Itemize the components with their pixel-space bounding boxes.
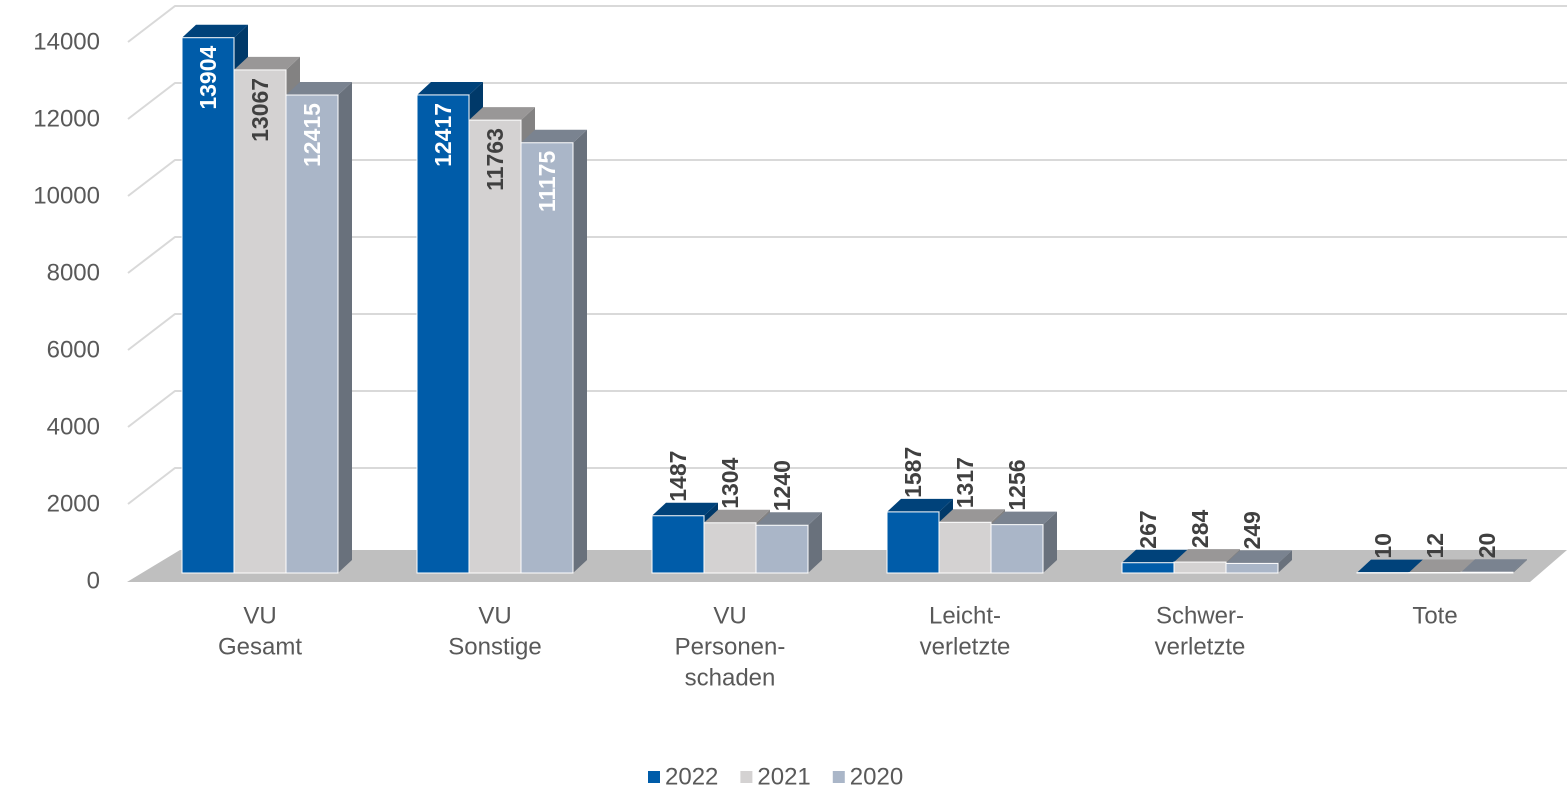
bar-front (285, 94, 339, 574)
value-label: 1317 (952, 457, 978, 508)
bar-side (1043, 511, 1057, 573)
bar-side (808, 512, 822, 573)
value-label: 1304 (717, 457, 743, 508)
bar-top (1357, 559, 1423, 573)
x-tick-label: Gesamt (218, 633, 302, 660)
bar-side (338, 82, 352, 574)
bar-front (181, 37, 235, 574)
bar-top (756, 512, 822, 526)
value-label: 12 (1422, 533, 1448, 559)
bar (755, 512, 822, 574)
bar-side (1513, 559, 1527, 573)
bar-front (755, 524, 809, 574)
value-label: 11763 (482, 128, 508, 191)
bar-front (990, 524, 1044, 574)
legend-swatch (648, 771, 660, 783)
grid-line (127, 467, 1567, 505)
value-label: 13067 (247, 78, 273, 142)
bar (285, 82, 352, 574)
x-tick-label: VU (478, 602, 511, 629)
x-tick-label: VU (243, 602, 276, 629)
bar-top (469, 107, 535, 121)
bar-top (887, 498, 953, 512)
bar-front (1460, 571, 1514, 574)
bar-front (1225, 562, 1279, 574)
bar-top (417, 81, 483, 95)
bar (1460, 559, 1527, 574)
x-tick-label: Personen- (675, 633, 786, 660)
grid-line (127, 236, 1567, 274)
legend-label: 2021 (757, 763, 810, 790)
value-label: 11175 (534, 151, 560, 213)
value-label: 20 (1474, 533, 1500, 559)
value-label: 249 (1239, 511, 1265, 549)
x-tick-label: Schwer- (1156, 602, 1244, 629)
x-tick-label: Leicht- (929, 602, 1001, 629)
value-label: 13904 (195, 45, 221, 109)
value-label: 1256 (1004, 459, 1030, 510)
bar-top (521, 129, 587, 143)
bar (1225, 550, 1292, 574)
bar-front (938, 521, 992, 574)
bar-front (1121, 562, 1175, 574)
grid-line (127, 313, 1567, 351)
legend-swatch (740, 771, 753, 783)
value-label: 10 (1370, 533, 1396, 559)
value-label: 12417 (430, 103, 456, 167)
bar-side (573, 129, 587, 573)
y-tick-label: 6000 (47, 336, 100, 363)
value-label: 12415 (299, 103, 325, 167)
value-label: 1587 (900, 447, 926, 498)
legend-label: 2022 (665, 763, 718, 790)
bar-top (704, 509, 770, 523)
x-tick-label: Tote (1412, 602, 1457, 629)
y-tick-label: 0 (87, 567, 100, 594)
bar-top (1409, 559, 1475, 573)
bar-front (651, 515, 705, 574)
grid-line (127, 390, 1567, 428)
y-tick-label: 2000 (47, 490, 100, 517)
x-tick-label: schaden (685, 664, 776, 691)
y-tick-label: 4000 (47, 413, 100, 440)
y-tick-label: 8000 (47, 259, 100, 286)
bar-front (1173, 561, 1227, 574)
bar-top (652, 502, 718, 516)
bar-front (416, 94, 470, 574)
y-tick-label: 10000 (33, 182, 100, 209)
bar-top (182, 24, 248, 38)
value-label: 267 (1135, 510, 1161, 548)
bar-top (991, 511, 1057, 525)
legend-swatch (832, 771, 845, 783)
bar-front (468, 119, 522, 574)
x-tick-label: verletzte (920, 633, 1011, 660)
value-label: 284 (1187, 509, 1213, 548)
x-tick-label: VU (713, 602, 746, 629)
grid-line (127, 159, 1567, 197)
x-tick-label: verletzte (1155, 633, 1246, 660)
bar-front (520, 142, 574, 574)
bar-top (1122, 549, 1188, 563)
bar-top (234, 56, 300, 70)
value-label: 1487 (665, 451, 691, 502)
bar-top (286, 82, 352, 96)
value-label: 1240 (769, 460, 795, 511)
y-tick-label: 12000 (33, 105, 100, 132)
bar-front (886, 511, 940, 574)
bar-top (1461, 559, 1527, 573)
bar-top (939, 509, 1005, 523)
bar-top (1174, 549, 1240, 563)
bar (990, 511, 1057, 574)
legend-label: 2020 (850, 763, 903, 790)
bar-top (1226, 550, 1292, 564)
grid-line (127, 82, 1567, 120)
bar-front (233, 69, 287, 574)
bar-side (1278, 550, 1292, 573)
x-tick-label: Sonstige (448, 633, 541, 660)
grid-line (127, 5, 1567, 43)
bar-front (703, 522, 757, 574)
y-tick-label: 14000 (33, 28, 100, 55)
bar (520, 129, 587, 574)
